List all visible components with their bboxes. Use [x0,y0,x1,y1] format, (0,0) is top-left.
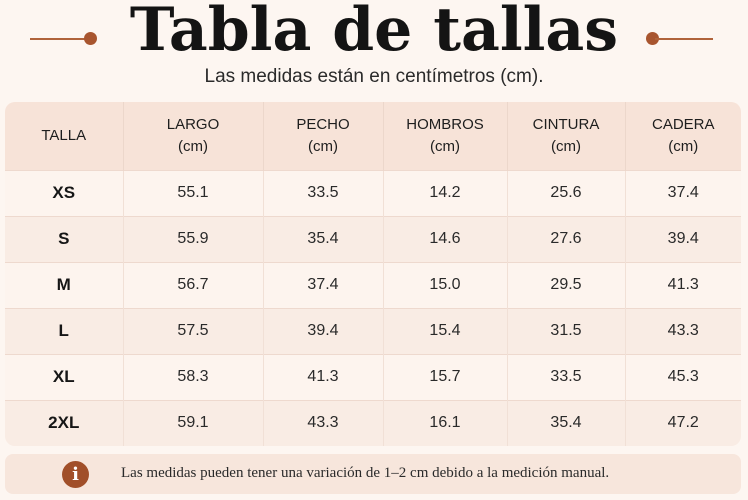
largo-cell: 59.1 [123,400,264,446]
largo-cell: 55.9 [123,216,264,262]
column-header: PECHO (cm) [263,102,384,170]
column-header: CADERA (cm) [625,102,741,170]
column-header-label: PECHO [296,115,350,133]
size-cell: XS [5,170,124,216]
column-header-unit: (cm) [178,137,208,155]
column-header: TALLA [5,102,124,170]
size-cell: M [5,262,124,308]
page-title: Tabla de tallas [129,0,619,65]
table-row: M 56.7 37.4 15.0 29.5 41.3 [5,262,741,308]
hombros-cell: 14.6 [383,216,508,262]
size-cell: 2XL [5,400,124,446]
hombros-cell: 15.4 [383,308,508,354]
cadera-cell: 43.3 [667,322,699,339]
column-header-label: TALLA [41,126,87,144]
column-header-label: CADERA [651,115,715,133]
cadera-cell: 47.2 [667,414,699,432]
column-header-label: CINTURA [532,115,600,133]
pecho-cell: 43.3 [263,400,384,446]
column-header-label: LARGO [166,115,220,133]
cintura-cell: 25.6 [507,170,626,216]
table-row: S 55.9 35.4 14.6 27.6 39.4 [5,216,741,262]
largo-cell: 58.3 [123,354,264,400]
table-row: 2XL 59.1 43.3 16.1 35.4 47.2 [5,400,741,446]
pecho-cell: 37.4 [263,262,384,308]
cintura-cell: 35.4 [507,400,626,446]
table-header-row: TALLA LARGO (cm) PECHO (cm) HOMBROS (cm) CI… [5,102,741,170]
right-decorative-dot [646,32,659,45]
pecho-cell: 33.5 [263,170,384,216]
left-decorative-dot [84,32,97,45]
pecho-cell: 35.4 [263,216,384,262]
column-header-unit: (cm) [308,137,338,155]
measurement-note: i Las medidas pueden tener una variación… [5,454,741,494]
cadera-cell: 41.3 [667,276,699,293]
largo-cell: 55.1 [123,170,264,216]
size-cell: XL [5,354,124,400]
largo-cell: 56.7 [123,262,264,308]
cintura-cell: 33.5 [507,354,626,400]
table-row: XL 58.3 41.3 15.7 33.5 45.3 [5,354,741,400]
column-header: CINTURA (cm) [507,102,626,170]
hombros-cell: 14.2 [383,170,508,216]
left-decorative-line [30,38,90,40]
cadera-cell: 45.3 [667,368,699,385]
cintura-cell: 31.5 [507,308,626,354]
largo-cell: 57.5 [123,308,264,354]
note-text: Las medidas pueden tener una variación d… [121,465,610,481]
pecho-cell: 41.3 [263,354,384,400]
pecho-cell: 39.4 [263,308,384,354]
size-cell: L [5,308,124,354]
hombros-cell: 16.1 [383,400,508,446]
table-row: L 57.5 39.4 15.4 31.5 43.3 [5,308,741,354]
cadera-cell: 37.4 [667,184,699,201]
column-header: HOMBROS (cm) [383,102,508,170]
page-subtitle: Las medidas están en centímetros (cm). [204,66,544,87]
hombros-cell: 15.0 [383,262,508,308]
cintura-cell: 29.5 [507,262,626,308]
cintura-cell: 27.6 [507,216,626,262]
title-row: Tabla de tallas [0,0,748,65]
size-cell: S [5,216,124,262]
table-body: XS 55.1 33.5 14.2 25.6 37.4 S 55.9 35.4 … [5,170,741,446]
info-icon: i [62,461,89,488]
right-decorative-line [655,38,713,40]
cadera-cell: 39.4 [667,230,699,247]
hombros-cell: 15.7 [383,354,508,400]
table-row: XS 55.1 33.5 14.2 25.6 37.4 [5,170,741,216]
size-table-card: TALLA LARGO (cm) PECHO (cm) HOMBROS (cm) CI… [5,102,741,446]
column-header: LARGO (cm) [123,102,264,170]
size-table: TALLA LARGO (cm) PECHO (cm) HOMBROS (cm) CI… [5,102,741,446]
column-header-unit: (cm) [551,137,581,155]
column-header-unit: (cm) [668,137,699,155]
column-header-label: HOMBROS [406,115,484,133]
column-header-unit: (cm) [430,137,460,155]
